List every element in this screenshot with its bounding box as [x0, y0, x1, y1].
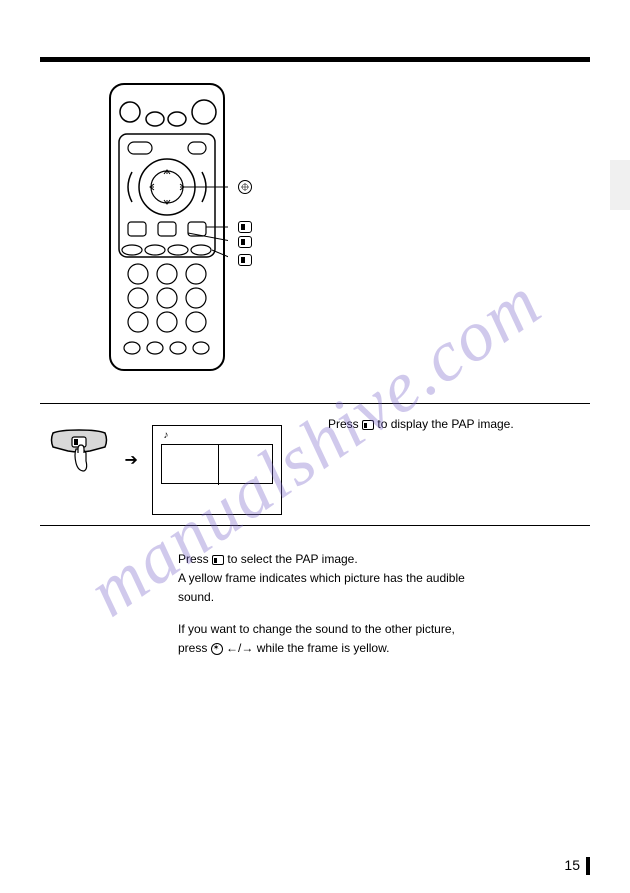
callout-joystick-icon: [238, 180, 252, 194]
s2-line4: If you want to change the sound to the o…: [178, 620, 588, 639]
screen-illustration: ♪: [152, 425, 282, 515]
page-number-bar: [586, 857, 590, 875]
section1-text: Press to display the PAP image.: [328, 415, 608, 433]
s2-line5-suffix: ←/→ while the frame is yellow.: [226, 641, 389, 655]
remote-illustration: [106, 82, 228, 372]
section-2: Press to select the PAP image. A yellow …: [48, 550, 588, 658]
side-tab: [610, 160, 630, 210]
pap-button-icon: [362, 420, 374, 430]
callout-button2-icon: [238, 236, 252, 248]
s2-line1-suffix: to select the PAP image.: [227, 552, 357, 566]
section1-prefix: Press: [328, 417, 359, 431]
page-number: 15: [564, 857, 580, 873]
s2-line2: A yellow frame indicates which picture h…: [178, 569, 588, 588]
joystick-icon-inline: [211, 643, 223, 655]
music-note-icon: ♪: [163, 430, 168, 441]
divider-1: [40, 403, 590, 404]
divider-2: [40, 525, 590, 526]
s2-line1-prefix: Press: [178, 552, 209, 566]
press-button-illustration: [48, 425, 110, 480]
header-bar: [40, 57, 590, 62]
section-1: ➔ ♪ Press to display the PAP image.: [48, 425, 588, 515]
section1-suffix: to display the PAP image.: [377, 417, 513, 431]
arrow-icon: ➔: [124, 450, 137, 470]
pap-button-icon-2: [212, 555, 224, 565]
callout-button3-icon: [238, 254, 252, 266]
s2-line3: sound.: [178, 588, 588, 607]
s2-line5-prefix: press: [178, 641, 207, 655]
callout-button1-icon: [238, 221, 252, 233]
